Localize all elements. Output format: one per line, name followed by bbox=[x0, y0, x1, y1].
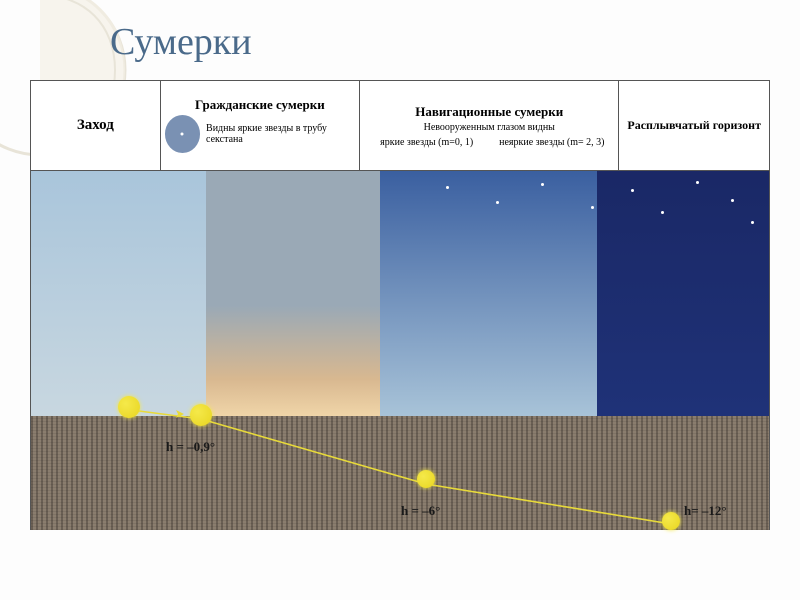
twilight-diagram: Заход Гражданские сумерки Видны яркие зв… bbox=[30, 80, 770, 530]
sea-panel bbox=[31, 416, 769, 530]
star-icon bbox=[496, 201, 499, 204]
altitude-label: h = –6° bbox=[401, 503, 440, 519]
sextant-icon bbox=[165, 115, 200, 153]
header-nautical-sub-b: неяркие звезды (m= 2, 3) bbox=[489, 137, 614, 148]
sun-marker bbox=[417, 470, 435, 488]
header-nautical-twilight: Навигационные сумерки Невооруженным глаз… bbox=[360, 81, 619, 170]
sky-panel-3 bbox=[597, 171, 769, 416]
star-icon bbox=[731, 199, 734, 202]
star-icon bbox=[446, 186, 449, 189]
star-icon bbox=[661, 211, 664, 214]
sky-panel-1 bbox=[206, 171, 381, 416]
header-civil-twilight: Гражданские сумерки Видны яркие звезды в… bbox=[161, 81, 360, 170]
header-sunset-label: Заход bbox=[77, 117, 114, 134]
header-blurry-label: Расплывчатый горизонт bbox=[627, 118, 761, 133]
star-icon bbox=[751, 221, 754, 224]
altitude-label: h= –12° bbox=[684, 503, 727, 519]
diagram-header: Заход Гражданские сумерки Видны яркие зв… bbox=[31, 81, 769, 171]
star-icon bbox=[696, 181, 699, 184]
sun-marker bbox=[118, 396, 140, 418]
sun-marker bbox=[190, 404, 212, 426]
sun-marker bbox=[662, 512, 680, 530]
header-nautical-sub-a: яркие звезды (m=0, 1) bbox=[364, 137, 489, 148]
header-nautical-title: Навигационные сумерки bbox=[415, 104, 563, 120]
altitude-label: h = –0,9° bbox=[166, 439, 215, 455]
sky-panel-0 bbox=[31, 171, 206, 416]
star-icon bbox=[541, 183, 544, 186]
sky-panel-2 bbox=[380, 171, 597, 416]
star-icon bbox=[591, 206, 594, 209]
page-title: Сумерки bbox=[110, 20, 252, 64]
header-nautical-desc: Невооруженным глазом видны bbox=[424, 122, 555, 133]
header-civil-title: Гражданские сумерки bbox=[195, 97, 325, 113]
sky-panels bbox=[31, 171, 769, 416]
star-icon bbox=[631, 189, 634, 192]
header-blurry-horizon: Расплывчатый горизонт bbox=[619, 81, 769, 170]
header-sunset: Заход bbox=[31, 81, 161, 170]
header-civil-desc: Видны яркие звезды в трубу секстана bbox=[206, 123, 355, 145]
